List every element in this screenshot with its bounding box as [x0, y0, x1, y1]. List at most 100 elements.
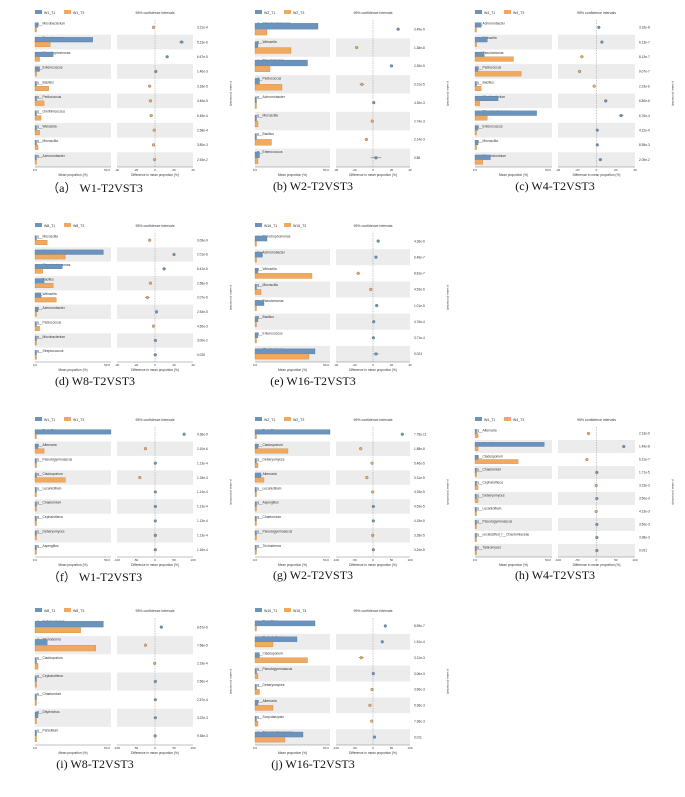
p-value: 3.50e-3: [639, 497, 650, 501]
diff-tick: 50: [172, 746, 176, 750]
p-value: 7.68e-5: [197, 643, 208, 647]
p-value: 1.01e-5: [414, 304, 425, 308]
p-value: 1.51e-4: [414, 640, 425, 644]
row-band: [255, 313, 330, 330]
diff-point: [356, 271, 360, 275]
diff-point: [153, 548, 157, 552]
p-value: 4.36e-9: [414, 239, 425, 243]
diff-point: [389, 64, 394, 68]
prop-tick: 50.0: [104, 168, 110, 172]
taxon-label: g__Talaromyces: [477, 546, 501, 550]
p-value: 3.28e-5: [414, 534, 425, 538]
diff-point: [375, 304, 379, 308]
diff-axis-label: Difference in mean proportion (%): [131, 563, 179, 567]
bar-t3: [474, 41, 477, 47]
diff-point: [592, 84, 596, 88]
p-value: 3.66e-3: [414, 688, 425, 692]
bar-t1: [474, 22, 482, 28]
bar-t3: [34, 71, 37, 77]
bar-t1: [34, 321, 37, 327]
diff-point: [371, 672, 375, 676]
p-value: 3.31e-5: [414, 83, 425, 87]
row-band: [475, 492, 552, 505]
bar-t3: [254, 721, 259, 727]
taxon-label: g__Microscilla: [37, 235, 58, 239]
ci-title: 95% confidence intervals: [136, 418, 175, 422]
pvalue-axis-label: p-value (corrected): [229, 479, 233, 504]
diff-tick: 40: [408, 363, 412, 367]
legend-label-t3: W8_T3: [73, 609, 84, 613]
diff-tick: 0: [372, 168, 374, 172]
pvalue-axis-label: p-value (corrected): [671, 81, 675, 106]
taxon-label: g__Cephalotheca: [37, 674, 63, 678]
taxon-label: g__Chaetomium: [37, 692, 61, 696]
diff-point: [585, 457, 589, 462]
taxon-label: g__Pediococcus: [37, 321, 62, 325]
taxon-label: g__Cephalotheca: [37, 515, 63, 519]
bar-t1: [34, 335, 37, 341]
bar-t3: [34, 645, 96, 652]
legend-swatch-t3: [64, 223, 71, 227]
p-value: 3.80e-3: [197, 143, 208, 147]
diff-point: [604, 99, 608, 103]
taxon-label: g__Alternaria: [257, 472, 277, 476]
bar-t1: [254, 59, 308, 67]
bar-t1: [474, 520, 477, 525]
bar-t1: [34, 501, 37, 507]
legend-label-t1: W1_T1: [44, 11, 55, 15]
p-value: 3.21e-3: [414, 656, 425, 660]
taxon-label: g__Cephalotheca: [477, 481, 503, 485]
bar-t3: [254, 273, 313, 279]
bar-t1: [254, 96, 257, 103]
bar-t3: [474, 56, 514, 62]
row-band: [117, 441, 193, 456]
row-band: [336, 75, 410, 94]
bar-t3: [254, 47, 292, 54]
bar-t3: [254, 65, 271, 72]
taxon-label: g__Pseudomonas: [477, 51, 504, 55]
prop-tick: 50.0: [323, 168, 329, 172]
diff-tick: -20: [352, 168, 357, 172]
diff-axis-label: Difference in mean proportion (%): [131, 368, 179, 372]
diff-point: [383, 624, 387, 628]
p-value: 2.58e-6: [197, 281, 208, 285]
diff-point: [165, 55, 169, 59]
bar-t3: [474, 524, 477, 529]
bar-t1: [34, 140, 37, 146]
prop-tick: 50.0: [323, 746, 329, 750]
p-value: 1.38e-8: [414, 46, 425, 50]
bar-t1: [34, 235, 37, 241]
p-value: 5.13e-6: [197, 40, 208, 44]
taxon-label: g__Weissella: [37, 292, 57, 296]
p-value: 3.24e-5: [414, 548, 425, 552]
taxon-label: g__Trichoderma: [37, 638, 61, 642]
legend-swatch-t3: [504, 417, 511, 421]
p-value: 1.13e-4: [197, 461, 208, 465]
bar-t1: [254, 284, 257, 290]
diff-point: [580, 55, 584, 59]
legend-swatch-t3: [504, 10, 511, 14]
diff-tick: 20: [390, 363, 394, 367]
row-band: [255, 111, 330, 131]
p-value: 3.00e-2: [197, 339, 208, 343]
bar-t1: [34, 487, 37, 493]
diff-axis-label: Difference in mean proportion (%): [349, 751, 397, 755]
bar-t1: [34, 675, 37, 682]
bar-t3: [474, 472, 477, 477]
diff-point: [153, 519, 157, 523]
prop-tick: 0.0: [473, 168, 478, 172]
row-band: [475, 34, 552, 50]
p-value: 6.76e-4: [639, 114, 650, 118]
diff-point: [400, 432, 404, 436]
legend-swatch-t1: [35, 10, 42, 14]
diff-point: [153, 338, 157, 343]
p-value: 3.21e-4: [197, 26, 208, 30]
p-value: 1.49e-8: [639, 445, 650, 449]
p-value: 8.81e-7: [414, 272, 425, 276]
diff-tick: -50: [134, 558, 139, 562]
diff-point: [374, 156, 378, 160]
p-value: 2.14e-3: [414, 138, 425, 142]
row-band: [255, 665, 330, 682]
diff-tick: -40: [556, 168, 561, 172]
